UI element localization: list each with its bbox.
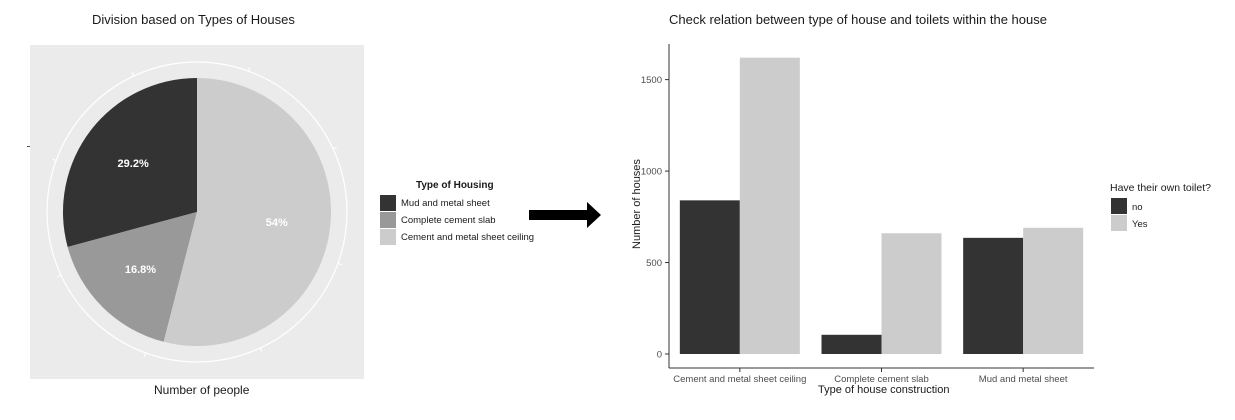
bar-x-tick-label: Complete cement slab [834,374,929,385]
pie-ring-tick [52,158,57,162]
pie-ring-tick [247,67,251,72]
legend-label-cement-slab: Complete cement slab [401,215,496,226]
pie-legend-title: Type of Housing [416,180,494,191]
pie-slice-complete-cement-slab [67,212,197,342]
legend-label-yes: Yes [1132,219,1148,230]
bar-chart: 0 500 1000 1500 Cement and metal sheet ceili… [641,44,1094,385]
pie-slice-label-mud-and-metal-sheet: 29.2% [118,158,149,170]
pie-chart: 29.2% 16.8% 54% [30,45,364,379]
pie-polar-gridline [46,61,348,363]
pie-ring-tick [337,262,342,266]
bar-mud-and-metal-sheet-no [963,237,1024,354]
bar-x-axis-label: Type of house construction [818,384,950,396]
pie-slice-cement-and-metal-sheet-ceiling [163,78,332,346]
bar-complete-cement-slab-no [821,334,882,354]
legend-swatch-no [1111,198,1127,214]
pie-slice-label-complete-cement-slab: 16.8% [125,264,156,276]
bar-y-axis-label: Number of houses [631,159,643,249]
bar-y-tick-label: 0 [657,350,662,361]
pie-x-axis-label: Number of people [154,383,250,397]
bar-y-tick-label: 1500 [641,75,662,86]
legend-label-mud-metal: Mud and metal sheet [401,198,490,209]
legend-swatch-cement-slab [380,212,396,228]
bar-y-tick-label: 1000 [641,167,662,178]
pie-ring-tick [131,72,135,77]
legend-swatch-cement-metal [380,229,396,245]
right-arrow-icon [529,202,601,228]
legend-swatch-yes [1111,215,1127,231]
bar-cement-and-metal-sheet-ceiling-yes [739,57,800,354]
legend-swatch-mud-metal [380,195,396,211]
pie-ring-tick [259,347,263,352]
bar-y-tick-label: 500 [646,258,662,269]
pie-chart-title: Division based on Types of Houses [92,12,295,27]
pie-slice-mud-and-metal-sheet [62,78,197,247]
bar-chart-title: Check relation between type of house and… [669,12,1047,27]
bar-cement-and-metal-sheet-ceiling-no [679,200,740,354]
pie-ring-tick [143,352,147,357]
pie-ring-tick [332,146,337,150]
pie-side-tick [27,146,30,147]
legend-label-no: no [1132,202,1143,213]
bar-complete-cement-slab-yes [881,233,942,354]
bar-legend-title: Have their own toilet? [1110,182,1211,194]
bar-mud-and-metal-sheet-yes [1023,227,1084,354]
pie-slice-label-cement-and-metal-sheet-ceiling: 54% [266,217,288,229]
legend-label-cement-metal: Cement and metal sheet ceiling [401,232,535,243]
bar-x-tick-label: Cement and metal sheet ceiling [673,374,806,385]
pie-ring-tick [57,274,62,278]
bar-x-tick-label: Mud and metal sheet [979,374,1068,385]
